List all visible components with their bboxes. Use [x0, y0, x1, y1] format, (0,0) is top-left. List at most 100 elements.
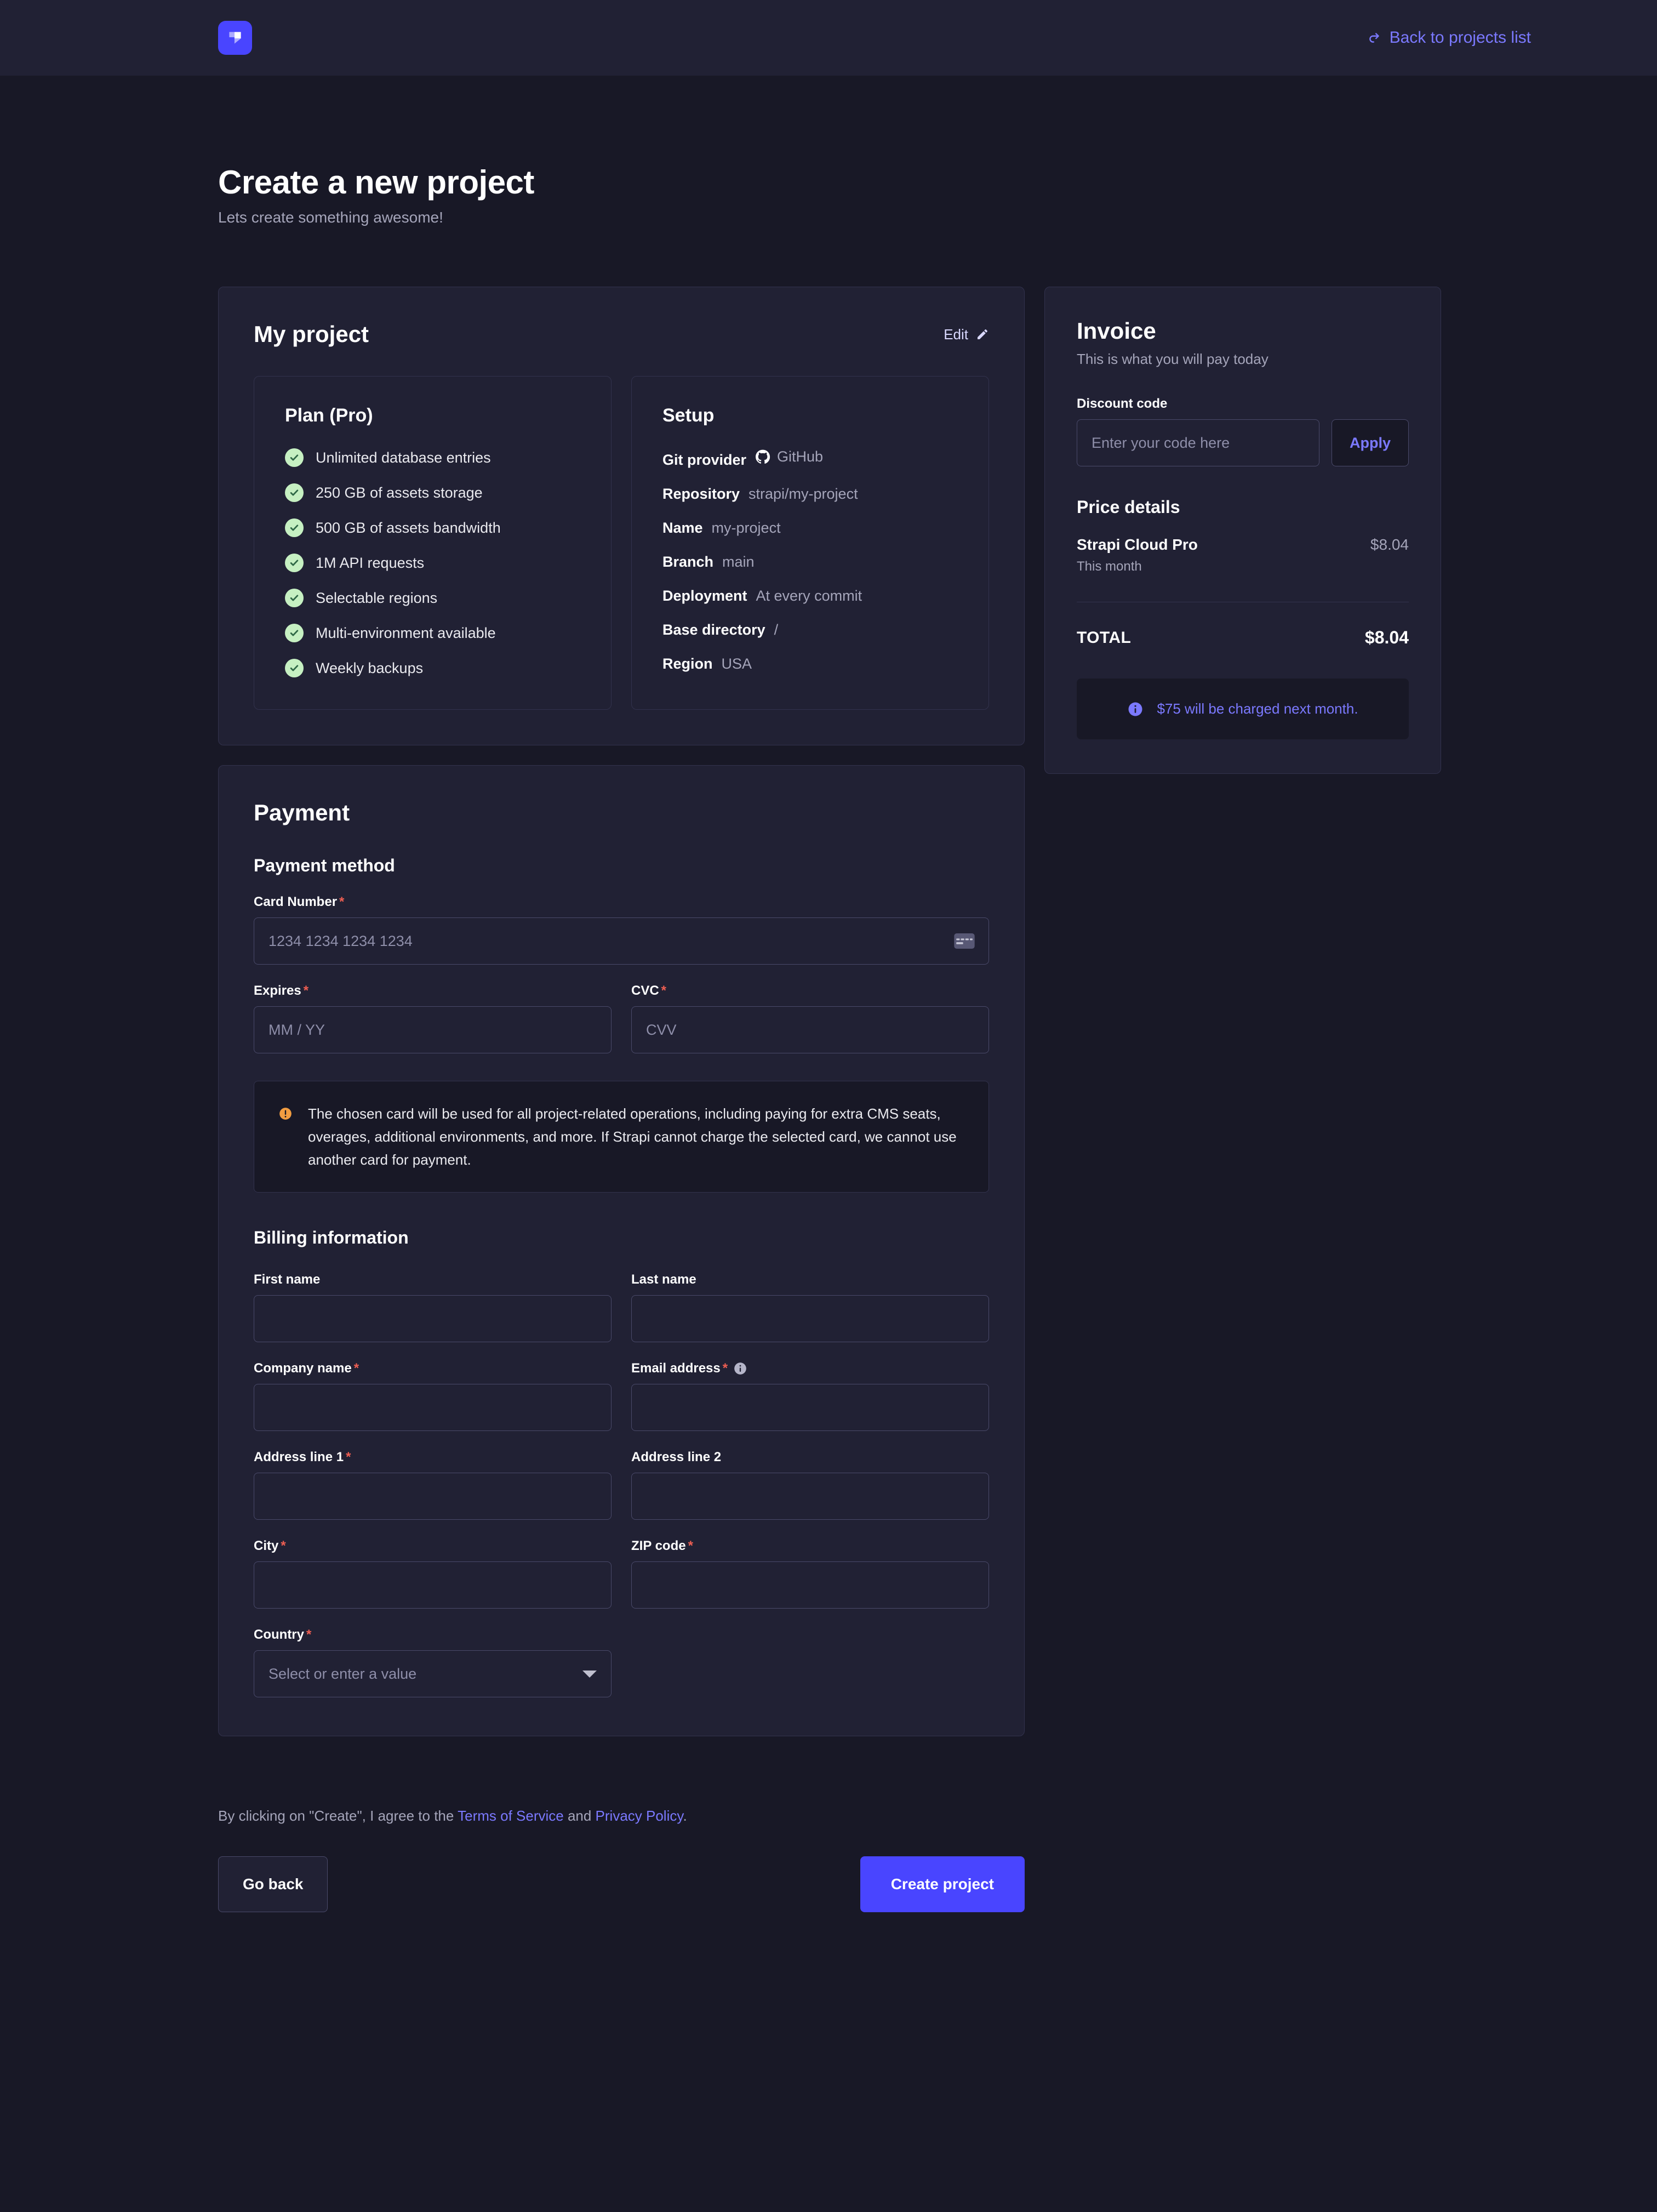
check-icon: [285, 518, 304, 537]
page-subtitle: Lets create something awesome!: [218, 209, 443, 226]
cvc-label: CVC *: [631, 983, 989, 999]
project-card-header: My project Edit: [254, 321, 989, 347]
label-text: Card Number: [254, 894, 338, 909]
edit-project-button[interactable]: Edit: [944, 326, 989, 343]
edit-button-label: Edit: [944, 326, 968, 343]
setup-key: Deployment: [662, 587, 747, 604]
go-back-button[interactable]: Go back: [218, 1856, 328, 1913]
label-text: CVC: [631, 983, 659, 998]
setup-value: GitHub: [755, 448, 823, 465]
plan-feature-label: 1M API requests: [316, 554, 425, 571]
plan-feature-label: Weekly backups: [316, 659, 424, 676]
next-month-charge-notice: $75 will be charged next month.: [1077, 679, 1409, 739]
list-item: Multi-environment available: [285, 624, 580, 642]
info-icon: [1127, 701, 1144, 717]
email-address-field: Email address *: [631, 1361, 989, 1432]
expires-input[interactable]: [254, 1006, 612, 1053]
label-text: City: [254, 1538, 279, 1554]
plan-feature-label: 500 GB of assets bandwidth: [316, 519, 501, 536]
setup-key: Region: [662, 655, 713, 672]
email-address-label: Email address *: [631, 1361, 989, 1376]
check-icon: [285, 624, 304, 642]
chevron-down-icon: [582, 1670, 597, 1678]
price-line-item: Strapi Cloud Pro This month $8.04: [1077, 536, 1409, 574]
terms-mid: and: [563, 1808, 596, 1825]
card-number-label: Card Number *: [254, 894, 989, 910]
country-label: Country *: [254, 1627, 612, 1643]
card-usage-notice-text: The chosen card will be used for all pro…: [308, 1105, 957, 1168]
check-icon: [285, 659, 304, 677]
first-name-input[interactable]: [254, 1295, 612, 1343]
invoice-subtitle: This is what you will pay today: [1077, 351, 1269, 367]
terms-of-service-link[interactable]: Terms of Service: [458, 1808, 564, 1825]
last-name-field: Last name: [631, 1272, 989, 1343]
setup-value-label: GitHub: [777, 448, 824, 465]
country-select[interactable]: Select or enter a value: [254, 1650, 612, 1698]
setup-key: Branch: [662, 553, 714, 570]
city-label: City *: [254, 1538, 612, 1554]
address-line-1-field: Address line 1 *: [254, 1450, 612, 1520]
payment-title: Payment: [254, 800, 350, 825]
zip-code-input[interactable]: [631, 1561, 989, 1609]
back-link-label: Back to projects list: [1389, 28, 1531, 47]
address-line-2-input[interactable]: [631, 1473, 989, 1520]
plan-feature-label: Selectable regions: [316, 589, 438, 606]
pencil-icon: [976, 328, 989, 341]
company-name-input[interactable]: [254, 1384, 612, 1432]
invoice-total-row: TOTAL $8.04: [1077, 628, 1409, 648]
plan-feature-list: Unlimited database entries 250 GB of ass…: [285, 448, 580, 677]
check-icon: [285, 589, 304, 607]
setup-title: Setup: [662, 405, 715, 426]
invoice-card: Invoice This is what you will pay today …: [1044, 287, 1441, 774]
address-line-2-field: Address line 2: [631, 1450, 989, 1520]
setup-value: USA: [721, 655, 752, 672]
last-name-label: Last name: [631, 1272, 989, 1287]
list-item: Deployment At every commit: [662, 588, 958, 605]
label-text: Expires: [254, 983, 301, 998]
plan-title: Plan (Pro): [285, 405, 373, 426]
address-line-1-input[interactable]: [254, 1473, 612, 1520]
plan-card: Plan (Pro) Unlimited database entries 25…: [254, 376, 612, 710]
required-marker: *: [661, 983, 667, 998]
address-line-1-label: Address line 1 *: [254, 1450, 612, 1465]
card-number-field: Card Number *: [254, 894, 989, 965]
setup-value: At every commit: [756, 587, 862, 604]
back-to-projects-link[interactable]: Back to projects list: [1368, 28, 1531, 47]
label-text: Email address: [631, 1361, 721, 1376]
invoice-title: Invoice: [1077, 318, 1156, 344]
email-address-input[interactable]: [631, 1384, 989, 1432]
first-name-label: First name: [254, 1272, 612, 1287]
expires-label: Expires *: [254, 983, 612, 999]
page-title: Create a new project: [218, 164, 534, 201]
warning-icon: [278, 1107, 293, 1121]
credit-card-icon: [954, 933, 975, 949]
list-item: Base directory /: [662, 622, 958, 638]
total-amount: $8.04: [1364, 628, 1409, 647]
plan-feature-label: Multi-environment available: [316, 624, 496, 641]
cvc-field: CVC *: [631, 983, 989, 1053]
info-icon[interactable]: [733, 1361, 747, 1376]
list-item: Repository strapi/my-project: [662, 486, 958, 503]
discount-code-input[interactable]: [1077, 419, 1319, 466]
list-item: 1M API requests: [285, 554, 580, 572]
apply-discount-button[interactable]: Apply: [1331, 419, 1409, 466]
card-number-input[interactable]: [254, 917, 989, 965]
project-name: My project: [254, 321, 369, 347]
create-project-button[interactable]: Create project: [860, 1856, 1025, 1913]
last-name-input[interactable]: [631, 1295, 989, 1343]
list-item: Name my-project: [662, 520, 958, 537]
strapi-logo-icon[interactable]: [218, 21, 252, 55]
city-input[interactable]: [254, 1561, 612, 1609]
terms-prefix: By clicking on "Create", I agree to the: [218, 1808, 458, 1825]
discount-code-label: Discount code: [1077, 396, 1168, 411]
price-item-note: This month: [1077, 559, 1142, 574]
setup-card: Setup Git provider GitHub: [631, 376, 989, 710]
setup-value: my-project: [711, 519, 781, 536]
company-name-field: Company name *: [254, 1361, 612, 1432]
cvc-input[interactable]: [631, 1006, 989, 1053]
label-text: Address line 2: [631, 1450, 722, 1465]
privacy-policy-link[interactable]: Privacy Policy: [595, 1808, 683, 1825]
undo-arrow-icon: [1368, 31, 1382, 45]
check-icon: [285, 554, 304, 572]
price-item-amount: $8.04: [1370, 536, 1409, 553]
